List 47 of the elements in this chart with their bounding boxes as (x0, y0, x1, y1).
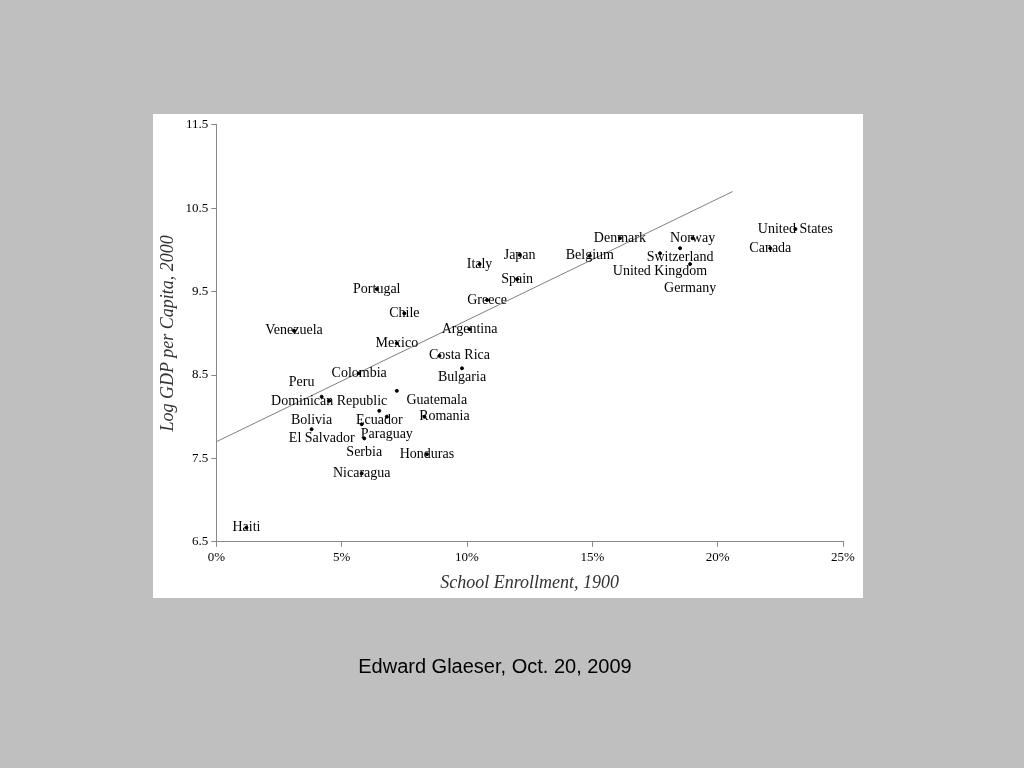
y-tick-label: 11.5 (186, 116, 209, 132)
data-label: Germany (664, 279, 717, 295)
data-label: Guatemala (406, 391, 468, 407)
y-tick-label: 10.5 (185, 199, 209, 215)
data-label: Paraguay (360, 426, 413, 442)
data-label: Greece (467, 291, 507, 307)
data-label: United States (757, 220, 833, 236)
data-label: Japan (503, 246, 536, 262)
data-label: Italy (466, 255, 493, 271)
data-label: El Salvador (288, 429, 355, 445)
x-tick-label: 10% (455, 549, 480, 565)
x-axis-title: School Enrollment, 1900 (440, 571, 620, 592)
text: Edward Glaeser, Oct. 20, 2009 (357, 655, 633, 678)
x-tick-label: 25% (831, 549, 856, 565)
data-label: Venezuela (265, 322, 324, 338)
data-label: Haiti (232, 519, 261, 535)
data-label: Argentina (441, 320, 499, 336)
y-tick-label: 6.5 (192, 533, 209, 549)
data-label: Canada (749, 239, 793, 255)
data-label: Romania (419, 408, 471, 424)
data-label: United Kingdom (612, 262, 708, 278)
data-label: Denmark (593, 229, 646, 245)
data-label: Bulgaria (437, 369, 487, 384)
data-label: Bolivia (290, 411, 333, 427)
y-tick-label: 9.5 (192, 283, 209, 299)
y-tick-label: 8.5 (192, 366, 209, 382)
y-axis-title: Log GDP per Capita, 2000 (156, 235, 177, 433)
data-label: Mexico (375, 334, 419, 350)
x-tick-label: 5% (333, 549, 351, 565)
data-label: Portugal (353, 280, 401, 296)
data-label: Colombia (331, 365, 388, 380)
data-label: Spain (501, 270, 534, 286)
x-tick-label: 0% (207, 549, 226, 565)
data-label: Norway (670, 229, 716, 245)
x-tick-label: 15% (580, 549, 605, 565)
data-label: Belgium (565, 247, 615, 263)
y-tick-label: 7.5 (192, 449, 209, 465)
data-label: Costa Rica (428, 347, 491, 363)
data-label: Honduras (399, 445, 455, 461)
data-label: Nicaragua (332, 465, 392, 481)
data-label: Serbia (346, 444, 383, 460)
data-label: Peru (288, 374, 315, 390)
data-label: Chile (389, 304, 420, 320)
data-label: Dominican Republic (271, 392, 388, 408)
x-tick-label: 20% (705, 549, 730, 565)
data-label: Switzerland (646, 248, 714, 264)
data-label: Ecuador (355, 411, 403, 427)
